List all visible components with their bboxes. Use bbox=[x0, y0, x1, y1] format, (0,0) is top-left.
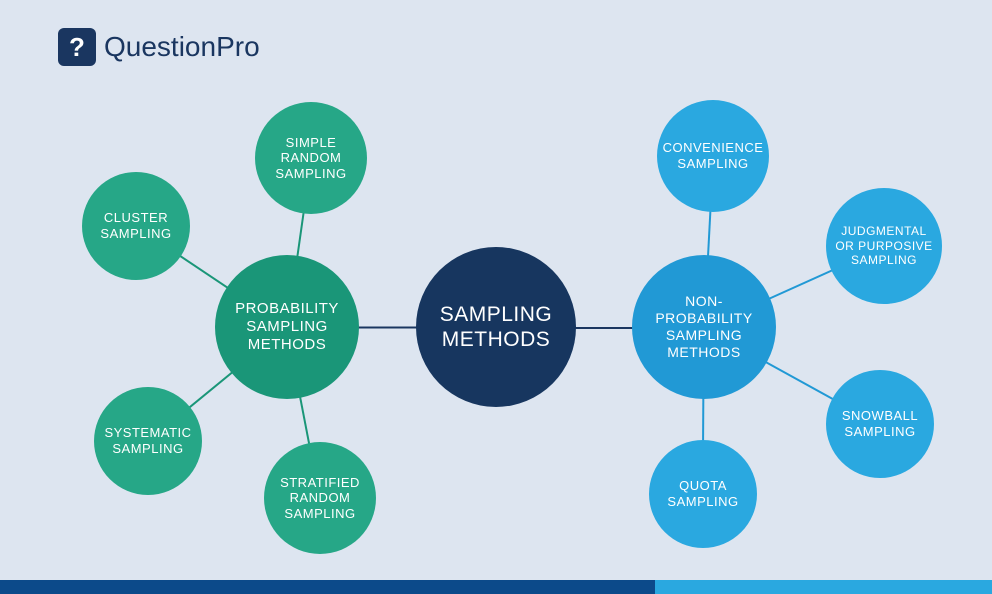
node-r1: CONVENIENCE SAMPLING bbox=[657, 100, 769, 212]
node-l2: CLUSTER SAMPLING bbox=[82, 172, 190, 280]
node-label: JUDGMENTAL OR PURPOSIVE SAMPLING bbox=[829, 218, 938, 273]
footer-bar bbox=[0, 580, 992, 594]
node-right_hub: NON-PROBABILITY SAMPLING METHODS bbox=[632, 255, 776, 399]
node-l4: STRATIFIED RANDOM SAMPLING bbox=[264, 442, 376, 554]
node-r4: QUOTA SAMPLING bbox=[649, 440, 757, 548]
node-label: SIMPLE RANDOM SAMPLING bbox=[269, 129, 352, 188]
node-label: SAMPLING METHODS bbox=[434, 296, 559, 358]
footer-bar-left bbox=[0, 580, 655, 594]
node-r3: SNOWBALL SAMPLING bbox=[826, 370, 934, 478]
node-label: QUOTA SAMPLING bbox=[661, 472, 744, 515]
node-l1: SIMPLE RANDOM SAMPLING bbox=[255, 102, 367, 214]
node-r2: JUDGMENTAL OR PURPOSIVE SAMPLING bbox=[826, 188, 942, 304]
node-l3: SYSTEMATIC SAMPLING bbox=[94, 387, 202, 495]
node-label: NON-PROBABILITY SAMPLING METHODS bbox=[632, 287, 776, 366]
node-left_hub: PROBABILITY SAMPLING METHODS bbox=[215, 255, 359, 399]
diagram-canvas: SAMPLING METHODS PROBABILITY SAMPLING MET… bbox=[0, 0, 992, 594]
node-label: CONVENIENCE SAMPLING bbox=[657, 134, 770, 177]
node-label: SYSTEMATIC SAMPLING bbox=[98, 419, 197, 462]
node-center: SAMPLING METHODS bbox=[416, 247, 576, 407]
footer-bar-right bbox=[655, 580, 992, 594]
node-label: STRATIFIED RANDOM SAMPLING bbox=[274, 469, 366, 528]
node-label: PROBABILITY SAMPLING METHODS bbox=[229, 294, 345, 360]
node-label: CLUSTER SAMPLING bbox=[94, 204, 177, 247]
node-label: SNOWBALL SAMPLING bbox=[836, 402, 924, 445]
